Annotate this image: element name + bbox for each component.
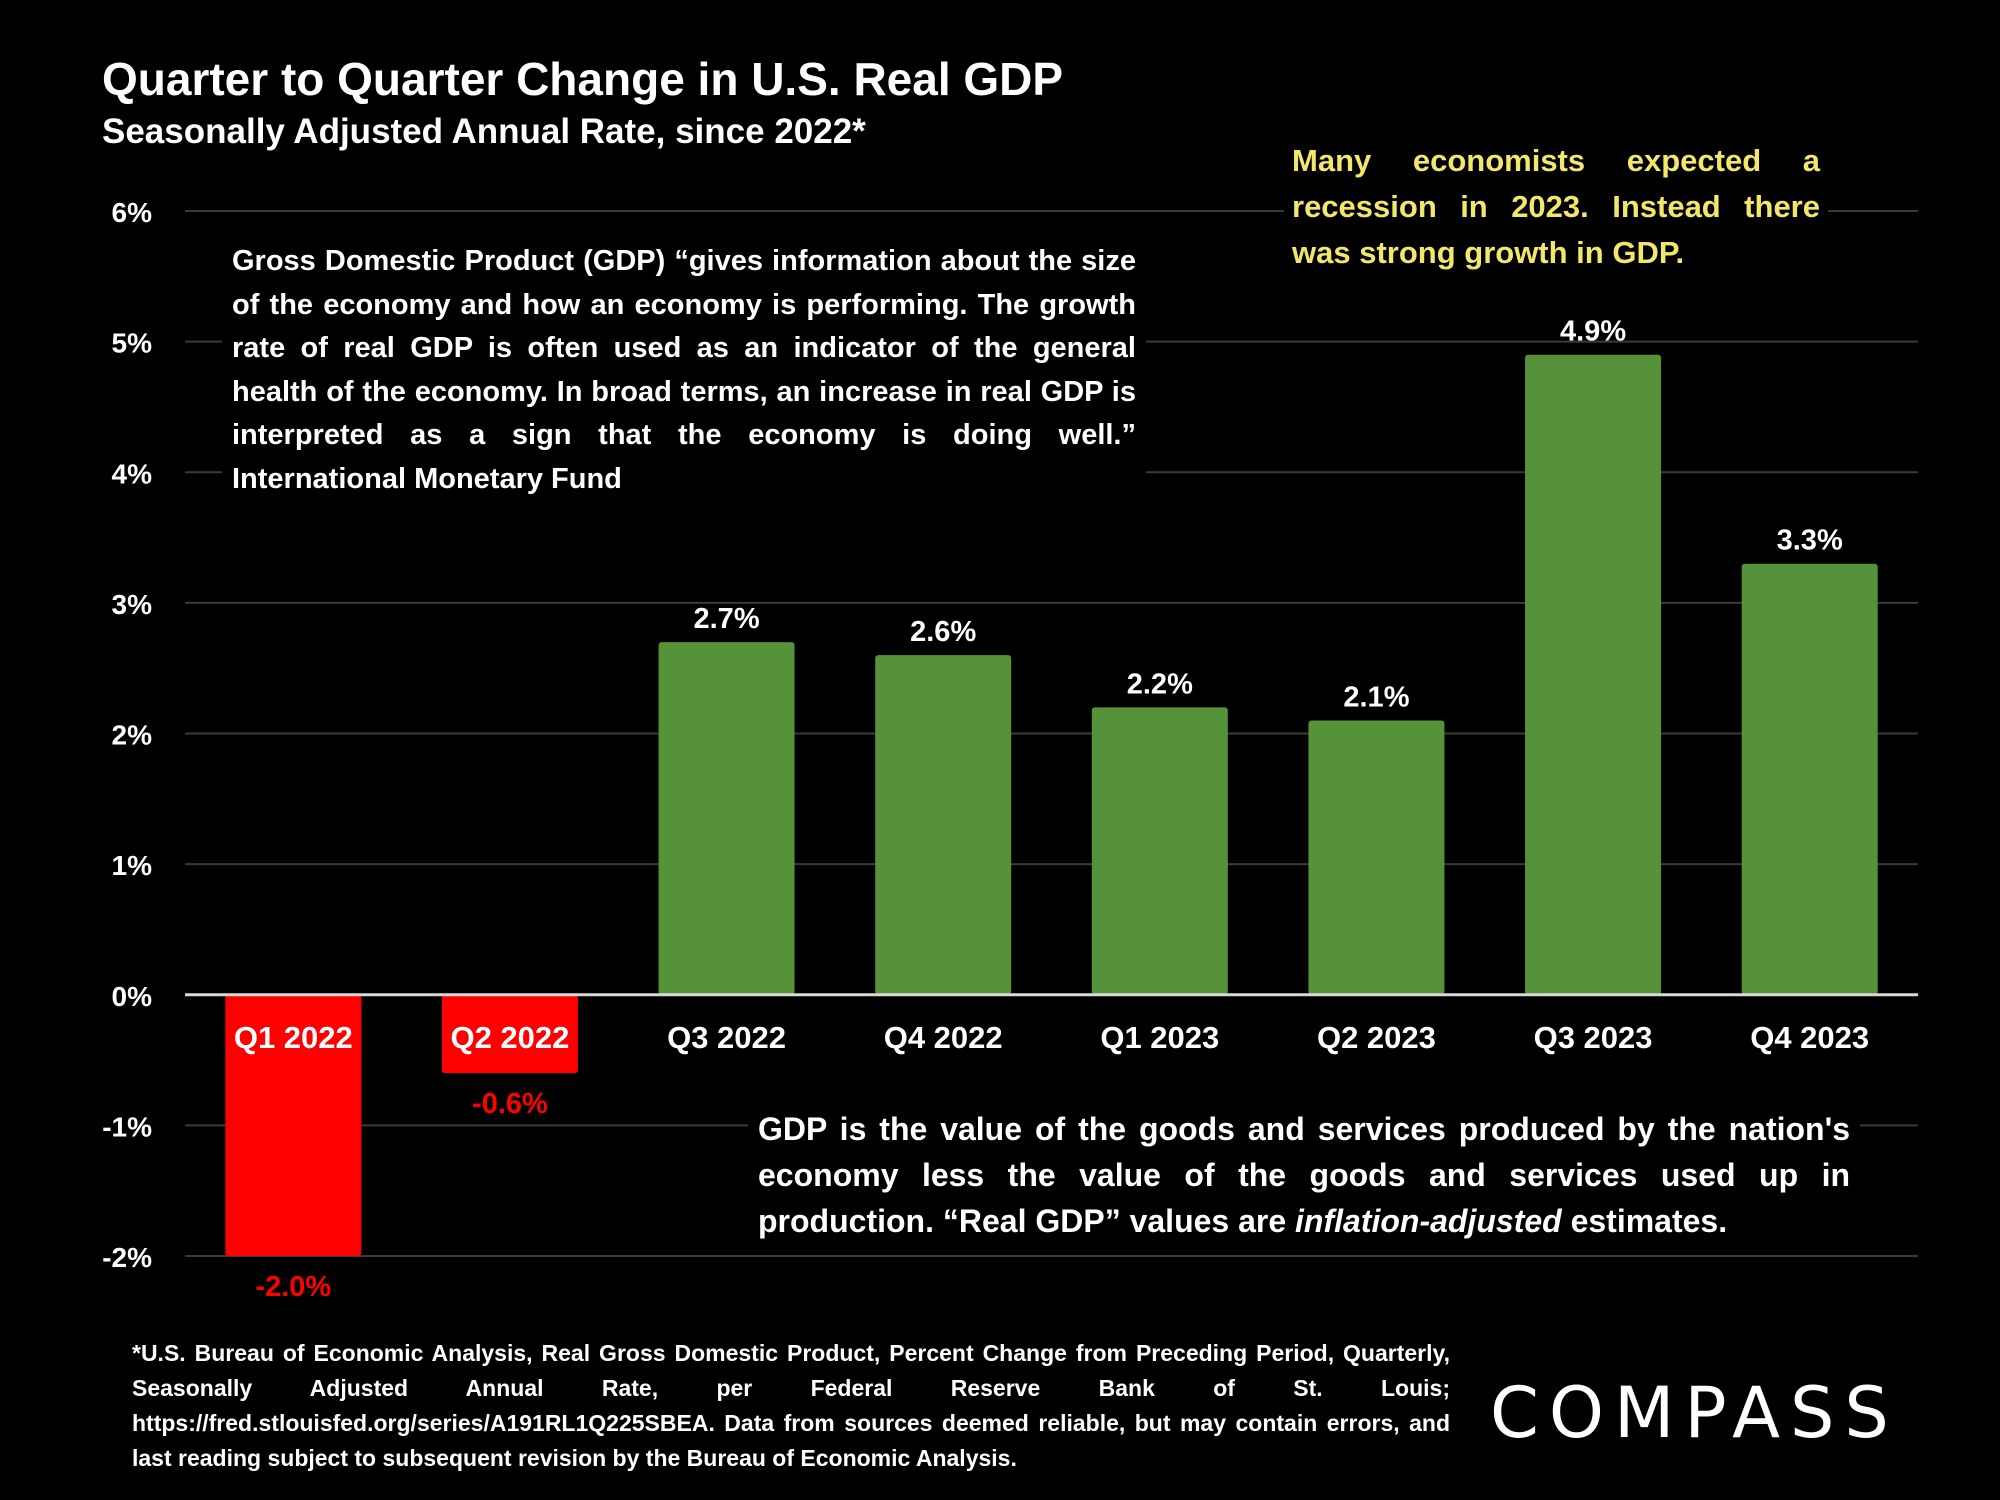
y-tick-label: -1% (102, 1111, 152, 1142)
imf-quote-annotation: Gross Domestic Product (GDP) “gives info… (222, 236, 1146, 505)
x-tick-label: Q1 2023 (1100, 1020, 1219, 1055)
y-tick-label: 0% (112, 981, 153, 1012)
recession-note: Many economists expected a recession in … (1284, 136, 1828, 278)
bar-q4-2023 (1741, 563, 1878, 995)
data-label: 2.7% (694, 603, 760, 635)
y-tick-label: 2% (112, 720, 153, 751)
x-tick-label: Q2 2023 (1317, 1020, 1436, 1055)
x-tick-label: Q4 2022 (884, 1020, 1003, 1055)
bar-q2-2023 (1308, 720, 1445, 995)
bar-q2-2022 (441, 994, 578, 1074)
bar-q3-2023 (1525, 354, 1662, 995)
source-footnote: *U.S. Bureau of Economic Analysis, Real … (132, 1340, 1450, 1471)
x-tick-label: Q3 2022 (667, 1020, 786, 1055)
x-tick-label: Q1 2022 (234, 1020, 353, 1055)
x-tick-label: Q2 2022 (450, 1020, 569, 1055)
x-tick-label: Q3 2023 (1534, 1020, 1653, 1055)
y-tick-label: 5% (112, 328, 153, 359)
x-tick-label: Q4 2023 (1750, 1020, 1869, 1055)
y-tick-label: -2% (102, 1242, 152, 1273)
bar-q1-2023 (1091, 707, 1228, 995)
bar-q3-2022 (658, 642, 795, 995)
data-label: 3.3% (1777, 525, 1843, 557)
y-tick-label: 3% (112, 589, 153, 620)
y-tick-label: 1% (112, 850, 153, 881)
y-tick-label: 4% (112, 458, 153, 489)
bar-q4-2022 (875, 655, 1012, 995)
data-label: 2.2% (1127, 668, 1193, 700)
chart-title: Quarter to Quarter Change in U.S. Real G… (102, 53, 1064, 105)
definition-text-end: estimates. (1561, 1203, 1728, 1239)
definition-emphasis: inflation-adjusted (1295, 1203, 1562, 1239)
data-label: 2.6% (910, 616, 976, 648)
data-label: 2.1% (1343, 681, 1409, 713)
data-label: -2.0% (255, 1271, 331, 1303)
data-label: -0.6% (472, 1088, 548, 1120)
data-label: 4.9% (1560, 316, 1626, 348)
y-tick-label: 6% (112, 197, 153, 228)
gdp-definition-note: GDP is the value of the goods and servic… (748, 1104, 1860, 1246)
definition-text-start: GDP is the value of the goods and servic… (758, 1111, 1850, 1239)
bar-q1-2022 (225, 994, 362, 1256)
compass-logo: COMPASS (1490, 1372, 1899, 1454)
chart-subtitle: Seasonally Adjusted Annual Rate, since 2… (102, 112, 866, 151)
